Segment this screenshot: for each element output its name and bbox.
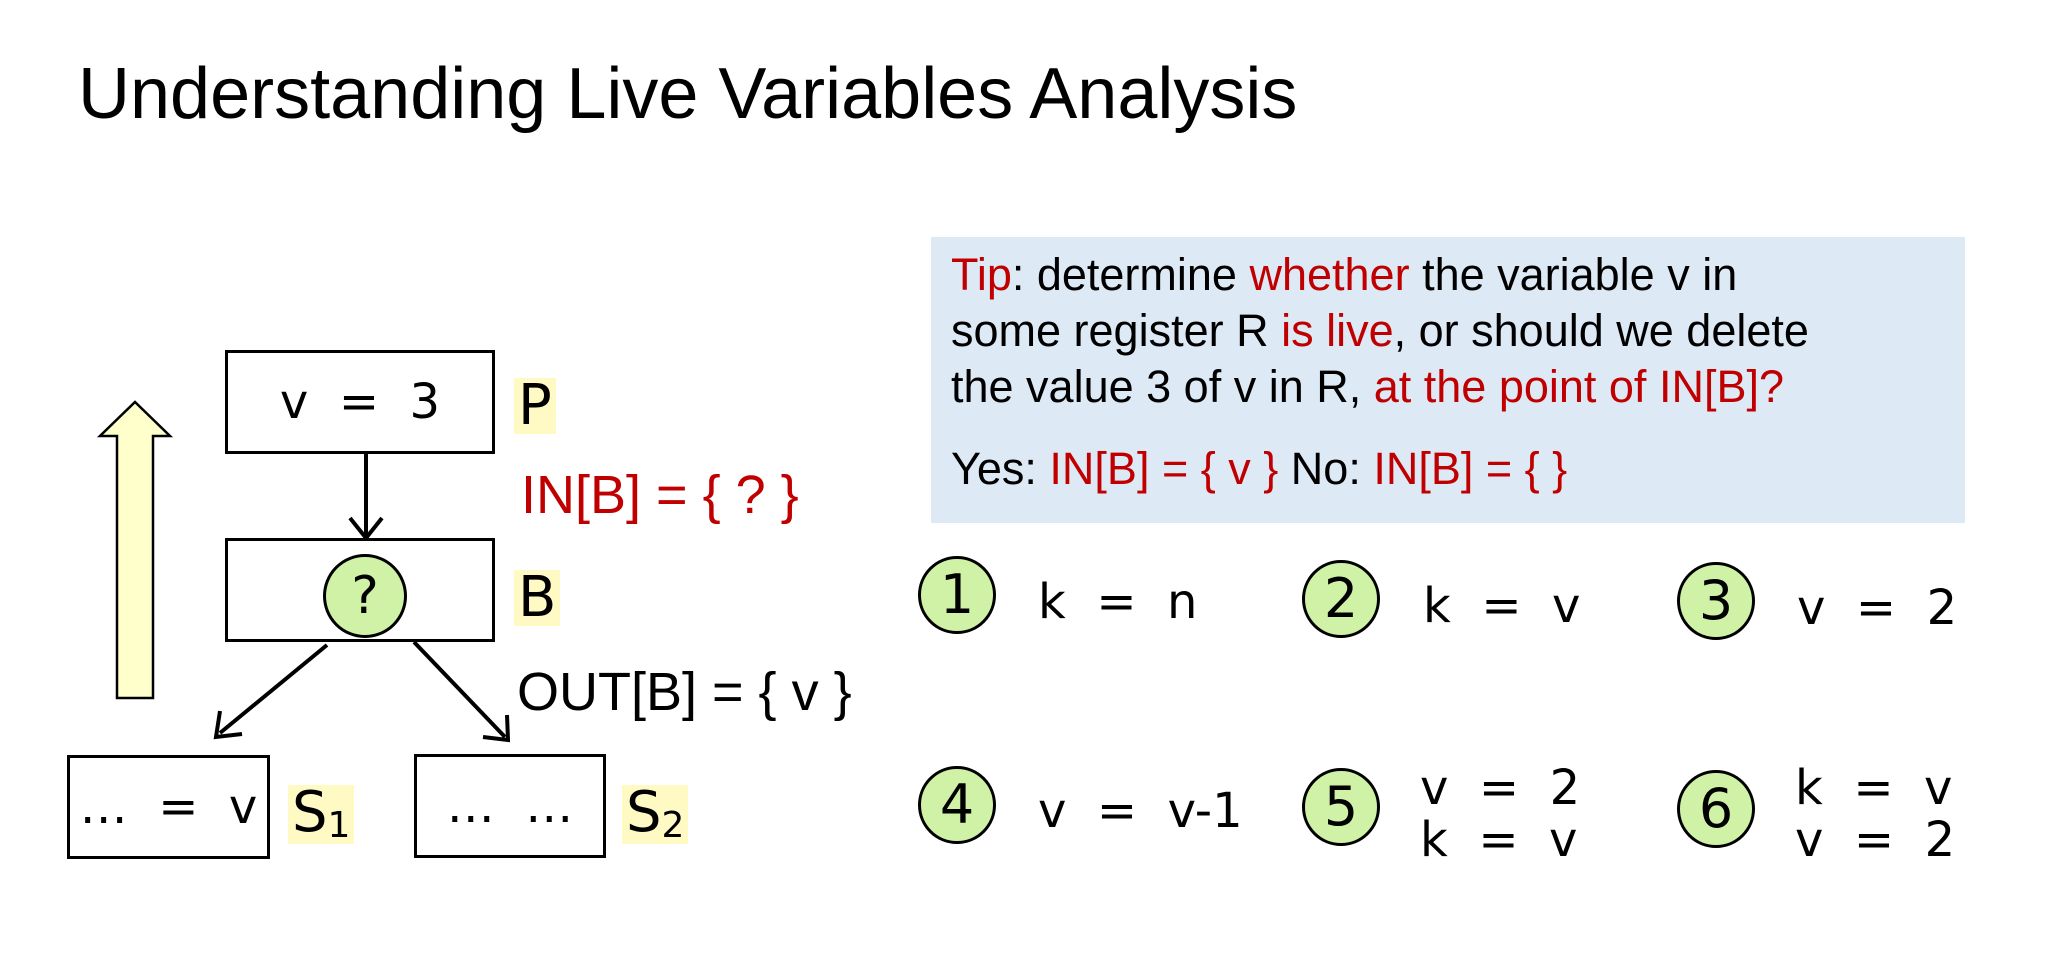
block-p-code: v = 3 bbox=[279, 374, 441, 430]
tip-box: Tip: determine whether the variable v in… bbox=[931, 237, 1965, 523]
option-4-code: v = v-1 bbox=[1038, 783, 1243, 839]
yes-label: Yes: bbox=[951, 443, 1050, 494]
block-s1: … = v bbox=[67, 755, 270, 859]
label-s1-base: S bbox=[292, 780, 328, 845]
option-6-line1: k = v bbox=[1795, 760, 1953, 816]
option-5-line2: k = v bbox=[1420, 812, 1578, 868]
tip-line2-c: , or should we delete bbox=[1393, 305, 1809, 356]
option-2-code: k = v bbox=[1423, 578, 1581, 634]
tip-line1-c: whether bbox=[1249, 249, 1410, 300]
option-1-code: k = n bbox=[1038, 574, 1198, 630]
option-3-code: v = 2 bbox=[1797, 580, 1958, 636]
tip-line3-a: the value 3 of v in R, bbox=[951, 361, 1374, 412]
label-p: P bbox=[514, 378, 556, 434]
no-label: No: bbox=[1278, 443, 1374, 494]
option-2-number: 2 bbox=[1302, 560, 1380, 638]
tip-text: Tip: determine whether the variable v in… bbox=[951, 247, 1945, 415]
slide-title: Understanding Live Variables Analysis bbox=[78, 54, 1298, 134]
label-s2-sub: 2 bbox=[661, 805, 685, 846]
block-s2-code: … … bbox=[446, 778, 574, 834]
tip-label: Tip bbox=[951, 249, 1012, 300]
edge-b-to-s1-head bbox=[213, 710, 243, 740]
out-b-label: OUT[B] = { v } bbox=[517, 662, 852, 722]
block-s1-code: … = v bbox=[79, 779, 258, 835]
option-1-number: 1 bbox=[918, 556, 996, 634]
option-6-number: 6 bbox=[1677, 770, 1755, 848]
option-5-line1: v = 2 bbox=[1420, 760, 1581, 816]
tip-line3-b: at the point of IN[B]? bbox=[1373, 361, 1784, 412]
label-s2-base: S bbox=[626, 780, 662, 845]
label-s1: S1 bbox=[288, 785, 355, 846]
block-p: v = 3 bbox=[225, 350, 495, 454]
tip-line2-b: is live bbox=[1281, 305, 1394, 356]
option-6-line2: v = 2 bbox=[1795, 812, 1956, 868]
edge-b-to-s2-head bbox=[482, 714, 511, 743]
answer-key: Yes: IN[B] = { v } No: IN[B] = { } bbox=[951, 441, 1945, 497]
label-b: B bbox=[514, 570, 561, 626]
no-value: IN[B] = { } bbox=[1373, 443, 1568, 494]
option-5-number: 5 bbox=[1302, 768, 1380, 846]
edge-b-to-s2 bbox=[412, 640, 507, 739]
option-4-number: 4 bbox=[918, 766, 996, 844]
label-s1-sub: 1 bbox=[327, 805, 351, 846]
block-s2: … … bbox=[414, 754, 606, 858]
backward-flow-arrow bbox=[96, 400, 174, 700]
tip-line2-a: some register R bbox=[951, 305, 1282, 356]
in-b-label: IN[B] = { ? } bbox=[521, 465, 799, 525]
edge-b-to-s1 bbox=[218, 643, 329, 735]
tip-line1-b: : determine bbox=[1011, 249, 1250, 300]
tip-line1-d: the variable v in bbox=[1409, 249, 1738, 300]
yes-value: IN[B] = { v } bbox=[1049, 443, 1279, 494]
block-b-question-marker: ? bbox=[323, 554, 407, 638]
option-3-number: 3 bbox=[1677, 562, 1755, 640]
label-s2: S2 bbox=[622, 785, 689, 846]
